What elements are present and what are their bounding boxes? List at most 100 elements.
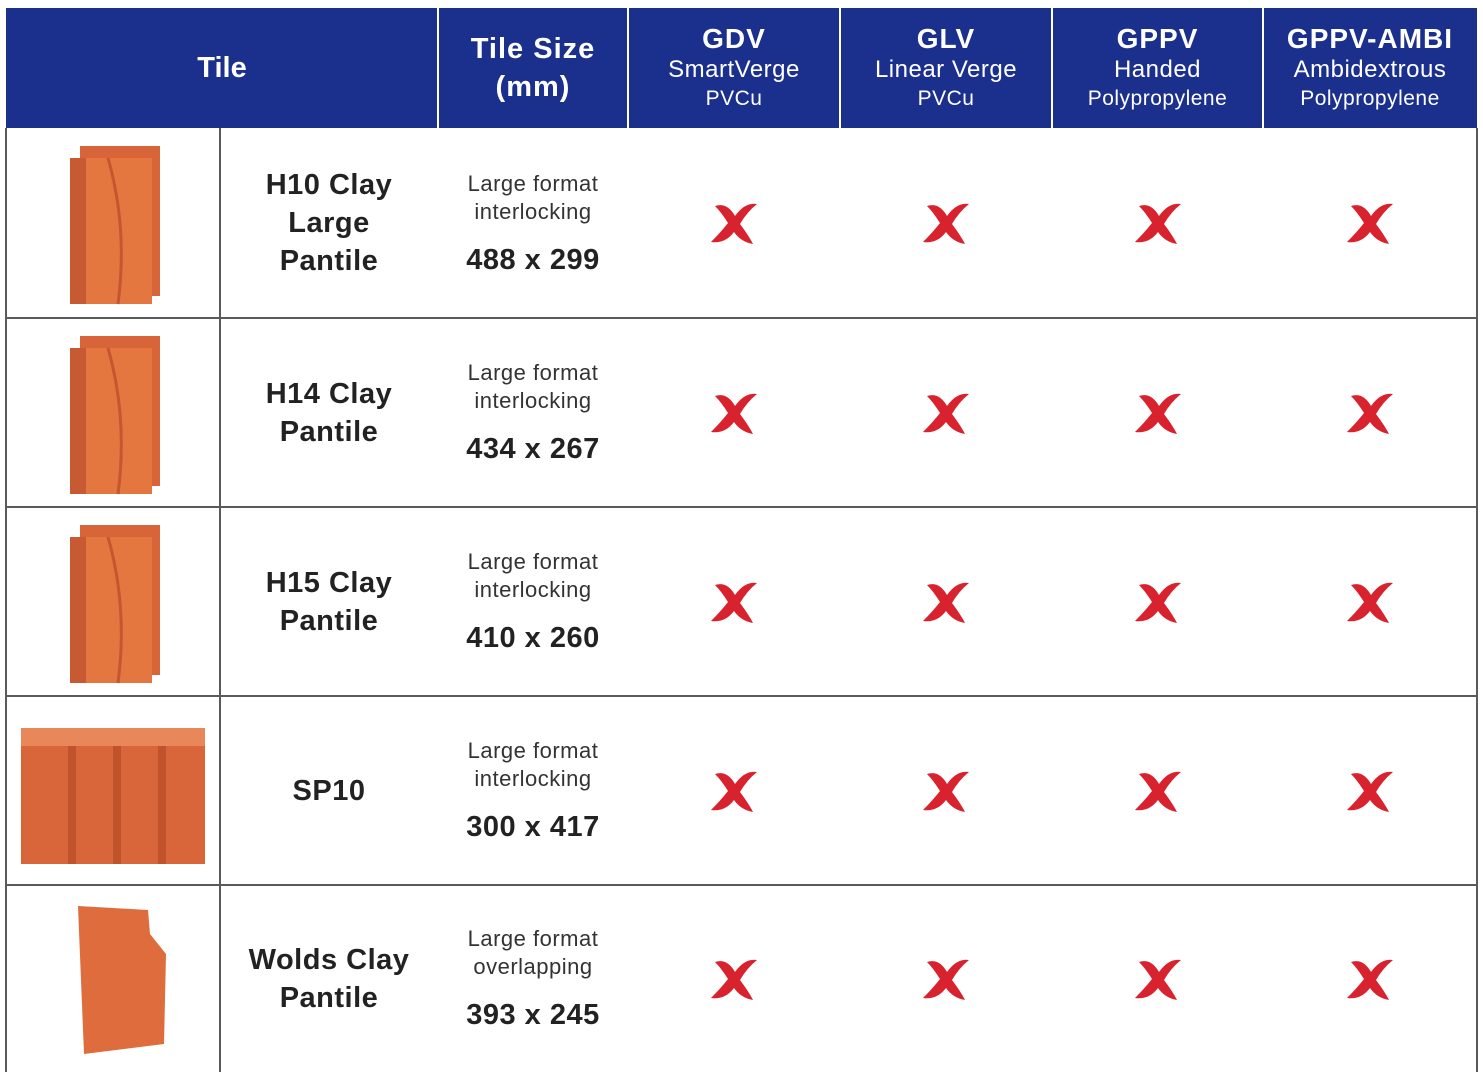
tile-name: Pantile xyxy=(280,979,379,1017)
cross-icon xyxy=(1343,768,1397,814)
cross-icon xyxy=(1343,390,1397,436)
compat-cell xyxy=(628,507,840,696)
image-cell xyxy=(6,318,220,507)
cross-icon xyxy=(707,200,761,246)
cross-icon xyxy=(919,768,973,814)
cross-shape xyxy=(711,393,757,433)
compat-cell xyxy=(1052,507,1263,696)
compat-cell xyxy=(840,507,1052,696)
compat-cell xyxy=(628,885,840,1072)
grid-line xyxy=(1476,128,1478,1072)
tile-format: Large format xyxy=(468,170,599,198)
compat-cell xyxy=(1263,885,1477,1072)
compat-cell xyxy=(1263,507,1477,696)
compat-cell xyxy=(840,318,1052,507)
cross-shape xyxy=(1135,393,1181,433)
cross-icon xyxy=(919,390,973,436)
tile-name: H15 Clay xyxy=(266,564,393,602)
product-desc: PVCu xyxy=(918,85,975,113)
tile-shape xyxy=(78,906,166,1054)
image-cell xyxy=(6,885,220,1072)
cross-shape xyxy=(1135,771,1181,811)
tile-name: Pantile xyxy=(280,242,379,280)
tile-dimensions: 410 x 260 xyxy=(466,622,600,655)
product-desc: Polypropylene xyxy=(1088,85,1228,113)
grid-line xyxy=(6,695,1477,697)
grid-line xyxy=(219,128,221,1072)
cross-shape xyxy=(1135,959,1181,999)
tile-shape xyxy=(21,728,205,746)
page: TileTile Size(mm)GDVSmartVergePVCuGLVLin… xyxy=(0,0,1483,1072)
tile-image xyxy=(18,138,208,308)
cross-shape xyxy=(923,582,969,622)
tile-format: interlocking xyxy=(474,765,591,793)
compat-cell xyxy=(1052,128,1263,318)
cross-shape xyxy=(711,959,757,999)
compat-cell xyxy=(1052,318,1263,507)
compat-cell xyxy=(1263,696,1477,885)
tile-format: interlocking xyxy=(474,576,591,604)
tile-image xyxy=(18,706,208,876)
compat-cell xyxy=(628,318,840,507)
size-cell: Large formatoverlapping393 x 245 xyxy=(438,885,628,1072)
cross-icon xyxy=(1343,956,1397,1002)
compat-cell xyxy=(1263,128,1477,318)
header-size: Tile Size xyxy=(471,30,596,68)
image-cell xyxy=(6,507,220,696)
tile-name: H10 Clay xyxy=(266,166,393,204)
size-cell: Large formatinterlocking300 x 417 xyxy=(438,696,628,885)
cross-shape xyxy=(711,582,757,622)
compat-cell xyxy=(628,696,840,885)
cross-icon xyxy=(919,956,973,1002)
cross-icon xyxy=(707,579,761,625)
compat-cell xyxy=(840,128,1052,318)
image-cell xyxy=(6,696,220,885)
tile-name: Large xyxy=(288,204,369,242)
compat-cell xyxy=(1052,885,1263,1072)
grid-line xyxy=(6,317,1477,319)
tile-shape xyxy=(158,746,166,864)
tile-name: Pantile xyxy=(280,602,379,640)
cross-icon xyxy=(1131,579,1185,625)
compat-cell xyxy=(1263,318,1477,507)
cross-shape xyxy=(1347,959,1393,999)
cross-icon xyxy=(707,390,761,436)
tile-name: H14 Clay xyxy=(266,375,393,413)
grid-line xyxy=(437,8,439,1072)
cross-icon xyxy=(919,200,973,246)
cross-icon xyxy=(1343,200,1397,246)
tile-format: interlocking xyxy=(474,387,591,415)
header-cell: Tile Size(mm) xyxy=(438,8,628,128)
tile-shape xyxy=(68,746,76,864)
grid-line xyxy=(5,128,7,1072)
cross-shape xyxy=(923,771,969,811)
grid-line xyxy=(1262,8,1264,1072)
product-desc: Linear Verge xyxy=(875,55,1017,85)
tile-format: Large format xyxy=(468,548,599,576)
grid-line xyxy=(627,8,629,1072)
product-code: GPPV xyxy=(1117,23,1199,55)
product-desc: Polypropylene xyxy=(1300,85,1440,113)
cross-shape xyxy=(1347,204,1393,244)
tile-shape xyxy=(113,746,121,864)
product-code: GLV xyxy=(917,23,975,55)
cross-icon xyxy=(919,579,973,625)
tile-dimensions: 393 x 245 xyxy=(466,999,600,1032)
tile-image xyxy=(18,894,208,1064)
cross-shape xyxy=(1135,204,1181,244)
tile-format: Large format xyxy=(468,925,599,953)
cross-icon xyxy=(707,956,761,1002)
tile-name: Pantile xyxy=(280,413,379,451)
header-cell: Tile xyxy=(6,8,438,128)
tile-dimensions: 434 x 267 xyxy=(466,433,600,466)
tile-shape xyxy=(70,158,86,304)
